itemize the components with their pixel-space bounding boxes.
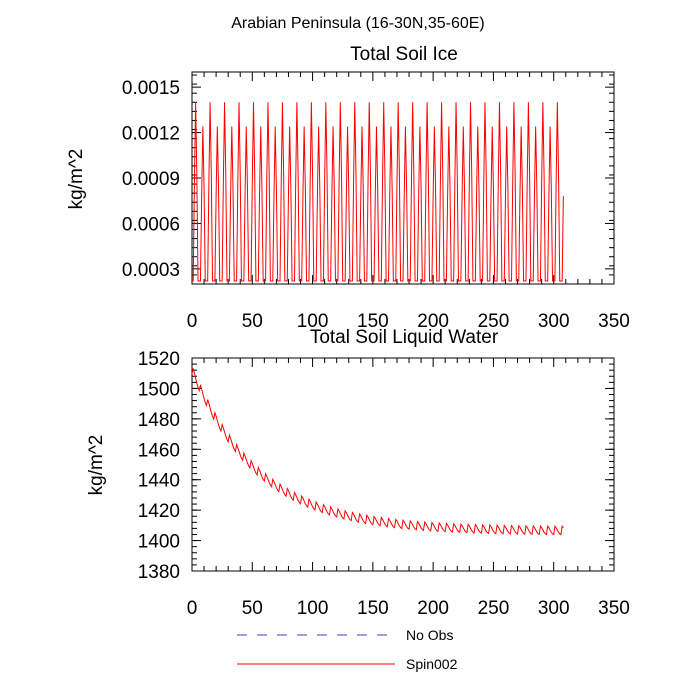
x-tick-label: 150 [357,311,389,332]
plot-area: 0 50 100 150 200 250 300 350 1380 1400 1420 1440 146… [138,349,630,619]
x-tick-label: 350 [598,598,630,619]
x-tick-label: 150 [357,598,389,619]
legend: No Obs Spin002 [237,627,458,672]
legend-label-spin002: Spin002 [406,656,458,672]
series-line-spin002 [191,368,564,536]
x-tick-label: 300 [538,598,570,619]
y-tick-label: 1520 [138,349,180,370]
y-tick-label: 1420 [138,501,180,522]
y-axis-label: kg/m^2 [66,149,87,210]
suptitle: Arabian Peninsula (16-30N,35-60E) [231,15,484,32]
x-tick-label: 50 [242,598,263,619]
chart-title: Total Soil Ice [350,44,458,65]
series-line-spin002 [192,102,564,282]
y-tick-label: 1500 [138,379,180,400]
y-tick-label: 1440 [138,471,180,492]
x-tick-label: 250 [478,311,510,332]
x-tick-label: 300 [538,311,570,332]
chart-title: Total Soil Liquid Water [310,327,499,348]
plot-area: 0 50 100 150 200 250 300 350 0.0003 0.0006 0.0009 0… [122,71,630,332]
y-tick-label: 1380 [138,562,180,583]
y-tick-label: 0.0003 [122,260,180,281]
y-tick-label: 0.0015 [122,78,180,99]
x-tick-label: 50 [242,311,263,332]
panel-soil-liquid-water: Total Soil Liquid Water kg/m^2 0 50 100 150… [86,327,630,619]
plot-frame [191,357,615,572]
x-tick-label: 100 [297,311,329,332]
x-tick-label: 0 [187,311,198,332]
y-tick-label: 1480 [138,410,180,431]
x-tick-label: 200 [417,598,449,619]
x-tick-label: 250 [478,598,510,619]
x-tick-label: 350 [598,311,630,332]
y-tick-label: 1460 [138,440,180,461]
legend-label-no-obs: No Obs [406,627,453,643]
x-tick-label: 0 [187,598,198,619]
x-tick-label: 200 [417,311,449,332]
y-tick-label: 0.0009 [122,169,180,190]
y-tick-label: 0.0012 [122,124,180,145]
panel-soil-ice: Total Soil Ice kg/m^2 0 50 100 150 200 250 300… [66,44,630,332]
y-axis-label: kg/m^2 [86,435,107,496]
x-tick-label: 100 [297,598,329,619]
y-tick-label: 1400 [138,532,180,553]
y-tick-label: 0.0006 [122,214,180,235]
